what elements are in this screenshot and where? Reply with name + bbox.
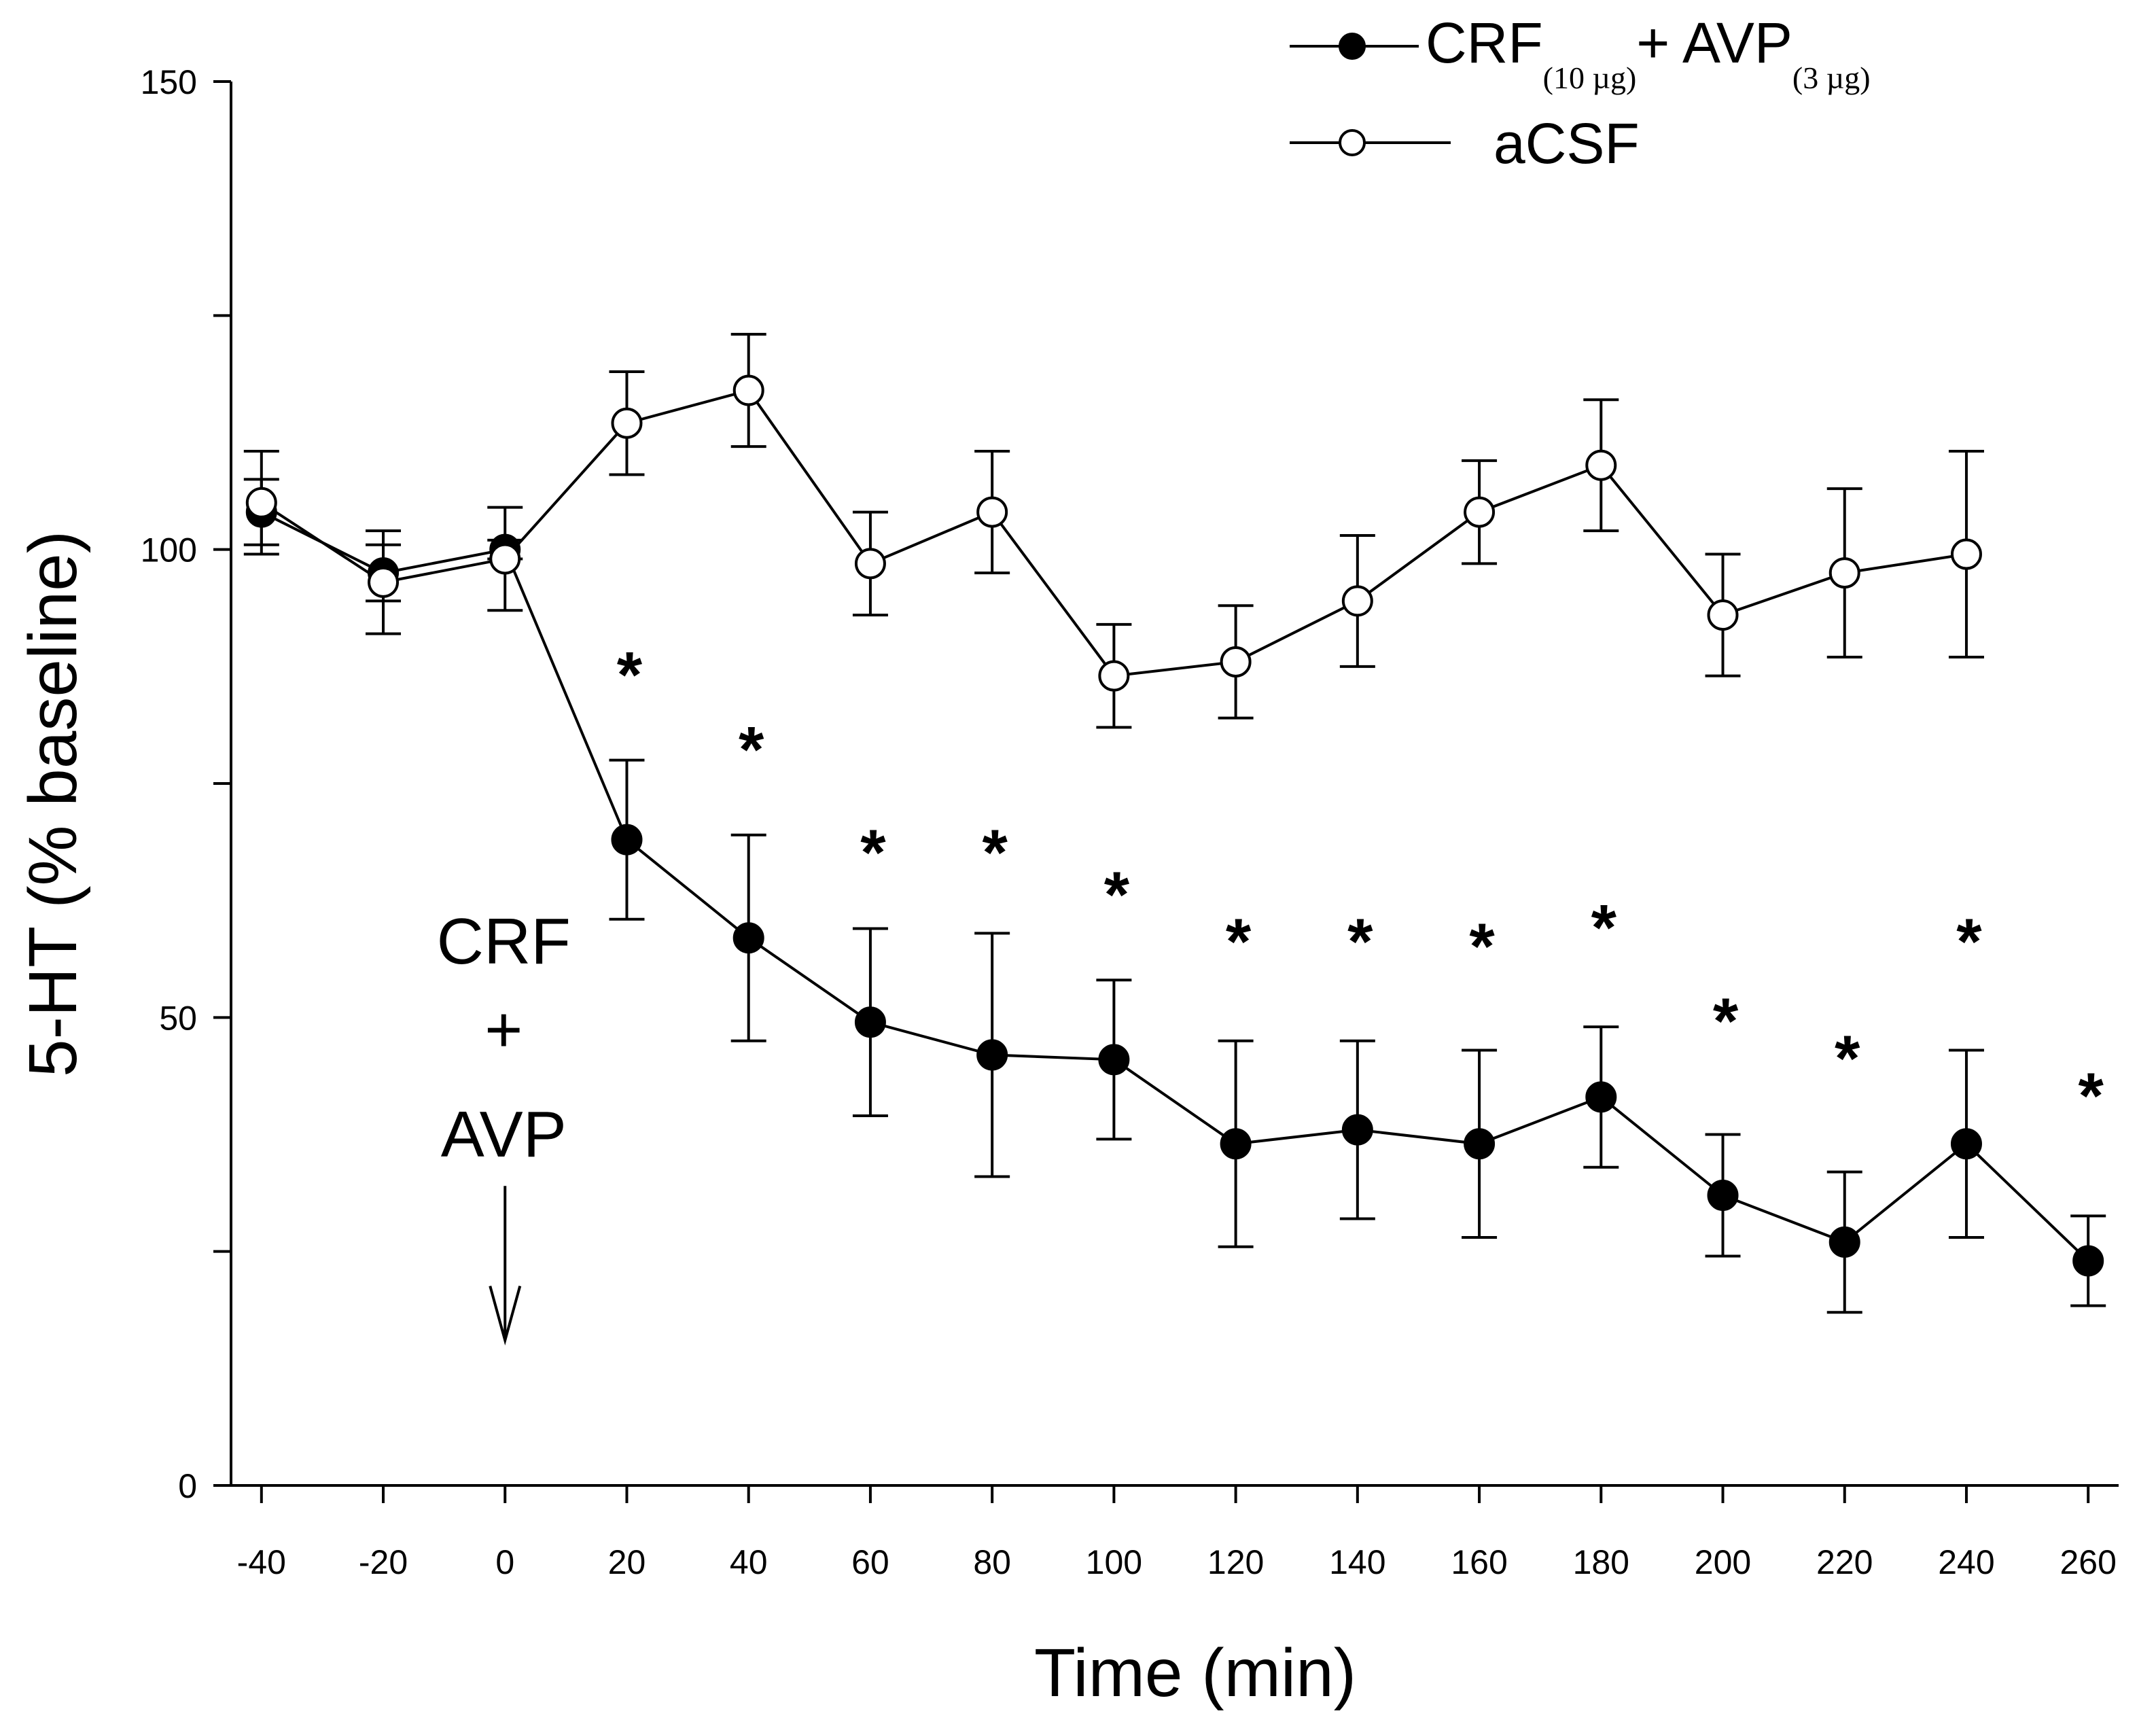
significance-star: *: [1226, 905, 1252, 978]
data-point: [854, 1006, 886, 1038]
series-line: [260, 510, 2089, 1262]
significance-star: *: [1713, 985, 1739, 1058]
data-point: [1585, 449, 1617, 481]
data-point: [1341, 1114, 1373, 1146]
data-point: [1707, 1180, 1739, 1212]
data-point: [1464, 496, 1496, 528]
data-point: [1098, 1044, 1130, 1076]
x-axis-title: Time (min): [1034, 1635, 1356, 1711]
significance-star: *: [1591, 892, 1617, 964]
x-tick-label: 220: [1816, 1543, 1873, 1581]
x-tick-label: 40: [730, 1543, 768, 1581]
data-point: [2072, 1245, 2104, 1277]
significance-star: *: [2079, 1060, 2104, 1133]
y-tick-label: 100: [141, 531, 197, 569]
annotation-line-crf: CRF: [437, 905, 571, 978]
data-point: [732, 922, 764, 954]
legend-avp: + AVP: [1636, 11, 1792, 75]
legend-label-crf-avp: CRF(10 µg)+ AVP(3 µg): [1426, 11, 1871, 95]
series-layer: [243, 332, 2106, 1314]
significance-markers: * * * * * * * * * * * * *: [617, 639, 2104, 1133]
data-point: [368, 566, 400, 598]
x-tick-label: 20: [608, 1543, 646, 1581]
x-tick-label: 80: [973, 1543, 1011, 1581]
data-point: [1707, 599, 1739, 631]
legend-crf-dose: (10 µg): [1543, 60, 1637, 95]
annotation-line-plus: +: [484, 993, 523, 1066]
data-point: [1828, 557, 1860, 589]
x-tick-label: 60: [851, 1543, 889, 1581]
y-axis-title: 5-HT (% baseline): [15, 531, 91, 1077]
y-tick-label: 0: [178, 1467, 197, 1505]
axes: 0 50 100 150 -40 -20 0 20 40 60 80 100 120 140 160 180 2…: [141, 63, 2119, 1581]
data-point: [976, 496, 1008, 528]
legend-marker-open: [1339, 129, 1366, 156]
x-tick-label: 240: [1938, 1543, 1994, 1581]
x-tick-label: 180: [1573, 1543, 1629, 1581]
injection-annotation: CRF + AVP: [437, 905, 571, 1346]
data-point: [1828, 1226, 1860, 1258]
data-point: [1950, 538, 1982, 570]
data-point: [1464, 1128, 1496, 1160]
annotation-line-avp: AVP: [441, 1098, 567, 1171]
data-point: [245, 487, 277, 518]
y-tick-label: 50: [159, 999, 197, 1037]
significance-star: *: [1469, 910, 1495, 983]
data-point: [732, 374, 764, 406]
markers-acsf: [245, 374, 1982, 692]
x-tick-label: 140: [1329, 1543, 1385, 1581]
significance-star: *: [739, 714, 764, 786]
x-tick-label: 160: [1451, 1543, 1507, 1581]
x-tick-label: -40: [237, 1543, 286, 1581]
significance-star: *: [1956, 905, 1982, 978]
data-point: [1220, 646, 1252, 677]
legend: CRF(10 µg)+ AVP(3 µg) aCSF: [1290, 11, 1871, 175]
data-point: [1098, 660, 1130, 692]
significance-star: *: [1835, 1023, 1860, 1095]
legend-avp-dose: (3 µg): [1792, 60, 1871, 95]
x-tick-label: 120: [1207, 1543, 1264, 1581]
data-point: [611, 824, 643, 856]
significance-star: *: [860, 817, 886, 890]
data-point: [1220, 1128, 1252, 1160]
x-tick-label: -20: [359, 1543, 408, 1581]
x-tick-label: 200: [1695, 1543, 1751, 1581]
x-tick-label: 100: [1086, 1543, 1142, 1581]
x-tick-label: 260: [2060, 1543, 2116, 1581]
data-point: [854, 548, 886, 580]
legend-label-acsf: aCSF: [1494, 111, 1640, 175]
significance-star: *: [982, 817, 1008, 890]
injection-arrow: [489, 1186, 522, 1346]
data-point: [976, 1039, 1008, 1071]
data-point: [1341, 585, 1373, 617]
data-point: [1585, 1081, 1617, 1113]
data-point: [1950, 1128, 1982, 1160]
data-point: [611, 407, 643, 439]
data-point: [489, 543, 521, 575]
x-tick-label: 0: [495, 1543, 514, 1581]
significance-star: *: [1347, 905, 1373, 978]
significance-star: *: [617, 639, 643, 711]
legend-marker-filled: [1339, 33, 1366, 60]
series-crf-avp: [243, 478, 2106, 1314]
significance-star: *: [1104, 859, 1130, 932]
legend-crf: CRF: [1426, 11, 1543, 75]
y-tick-label: 150: [141, 63, 197, 101]
